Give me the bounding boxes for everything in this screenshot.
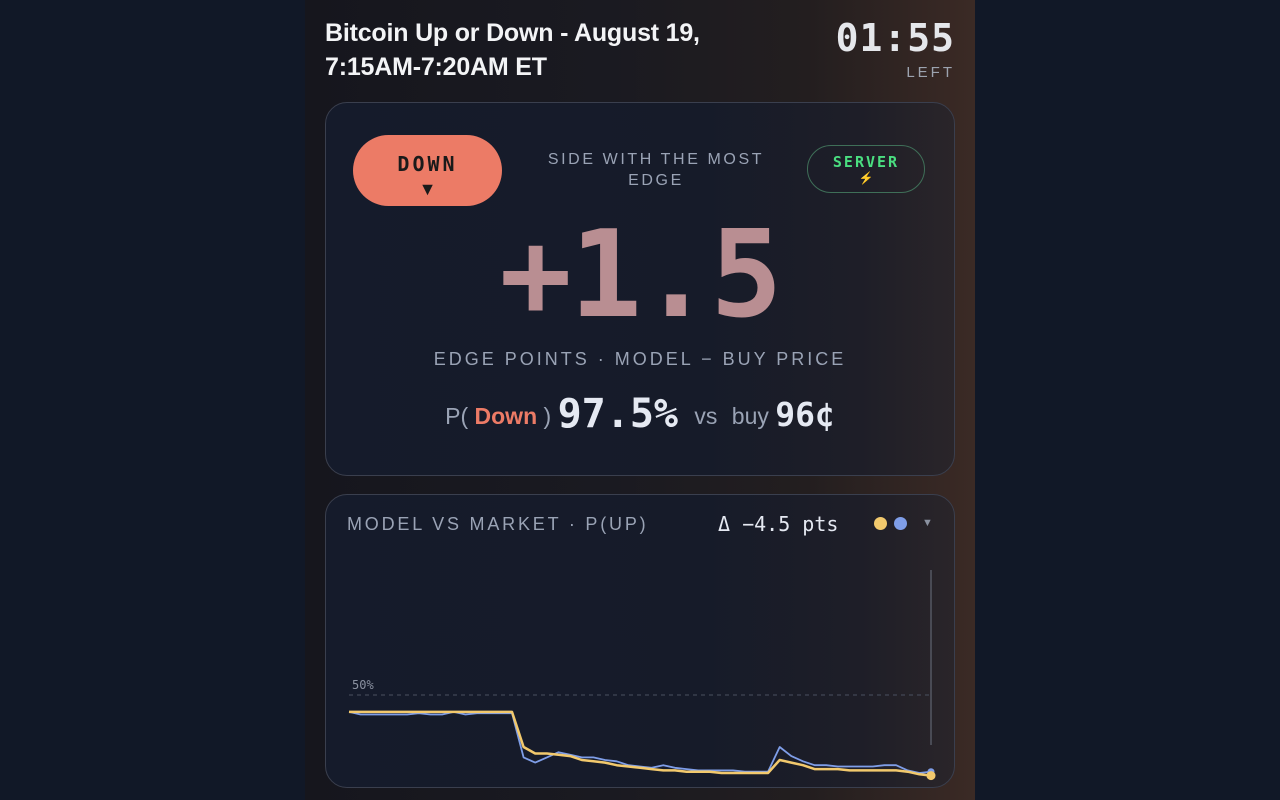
side-down-button[interactable]: DOWN ▼ — [353, 135, 502, 206]
lightning-icon: ⚡ — [858, 171, 874, 185]
edge-value: +1.5 — [499, 206, 783, 345]
chart-card: MODEL VS MARKET · P(UP) Δ −4.5 pts ▼ 50% — [325, 494, 955, 788]
chevron-down-icon[interactable]: ▼ — [922, 517, 933, 529]
delta-readout: Δ −4.5 pts — [718, 512, 839, 536]
server-badge[interactable]: SERVER ⚡ — [807, 145, 925, 193]
side-label: DOWN — [397, 151, 458, 176]
server-label: SERVER — [832, 153, 900, 171]
model-series-line — [349, 710, 932, 777]
prob-suffix: ) — [543, 403, 552, 429]
prob-prefix: P( — [445, 403, 469, 429]
countdown-value: 01:55 — [835, 16, 955, 60]
buy-price: 96¢ — [775, 395, 835, 434]
prob-side: Down — [474, 403, 538, 429]
model-probability: 97.5% — [557, 391, 678, 437]
market-panel: Bitcoin Up or Down - August 19, 7:15AM-7… — [305, 0, 975, 800]
edge-card: DOWN ▼ SIDE WITH THE MOST EDGE SERVER ⚡ … — [325, 102, 955, 476]
model-legend-dot[interactable] — [874, 517, 887, 530]
market-legend-dot[interactable] — [894, 517, 907, 530]
probability-line: P( Down ) 97.5% vs buy 96¢ — [326, 391, 954, 437]
edge-caption: EDGE POINTS · MODEL − BUY PRICE — [433, 349, 847, 369]
countdown-timer: 01:55 LEFT — [836, 14, 955, 81]
market-series-line — [348, 710, 932, 774]
countdown-label: LEFT — [906, 64, 955, 81]
side-caption: SIDE WITH THE MOST EDGE — [547, 151, 765, 189]
buy-text: buy — [731, 403, 769, 429]
model-vs-market-chart: 50% — [348, 570, 936, 781]
chart-title: MODEL VS MARKET · P(UP) — [347, 514, 649, 534]
arrow-down-icon: ▼ — [418, 178, 437, 199]
model-end-point — [926, 771, 936, 781]
reference-label-50: 50% — [352, 678, 374, 692]
market-title: Bitcoin Up or Down - August 19, 7:15AM-7… — [325, 19, 700, 81]
vs-text: vs — [694, 403, 718, 429]
